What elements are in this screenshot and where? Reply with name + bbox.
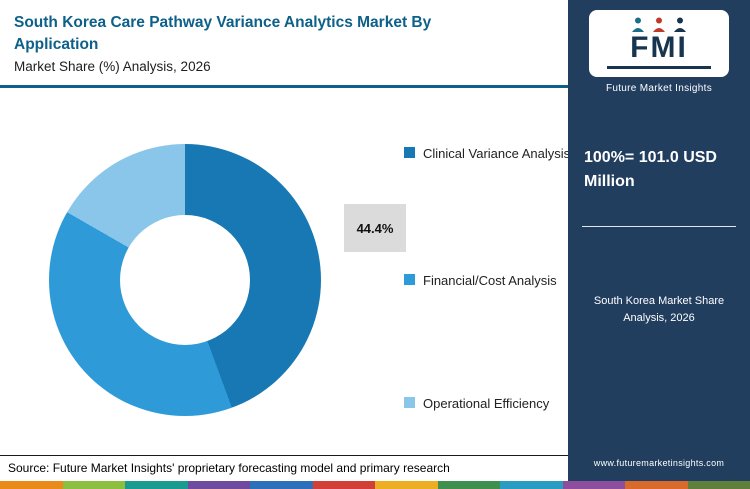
website-url: www.futuremarketinsights.com bbox=[593, 458, 725, 468]
strip-segment bbox=[125, 481, 188, 489]
strip-segment bbox=[0, 481, 63, 489]
logo-underline bbox=[607, 66, 711, 69]
legend-label: Clinical Variance Analysis bbox=[423, 146, 571, 162]
legend-swatch bbox=[404, 397, 415, 409]
page-subtitle: Market Share (%) Analysis, 2026 bbox=[14, 59, 211, 75]
legend-label: Operational Efficiency bbox=[423, 396, 550, 412]
strip-segment bbox=[312, 481, 375, 489]
legend-item: Financial/Cost Analysis bbox=[404, 272, 571, 291]
strip-segment bbox=[562, 481, 625, 489]
chart-area: 44.4% Clinical Variance Analysis Financi… bbox=[0, 88, 571, 455]
legend-item: Clinical Variance Analysis bbox=[404, 145, 571, 164]
strip-segment bbox=[687, 481, 750, 489]
donut-chart bbox=[49, 144, 321, 417]
strip-segment bbox=[250, 481, 313, 489]
market-total: 100%= 101.0 USD Million bbox=[584, 149, 717, 190]
chart-pane: South Korea Care Pathway Variance Analyt… bbox=[0, 0, 571, 481]
strip-segment bbox=[437, 481, 500, 489]
donut-hole bbox=[120, 215, 250, 346]
strip-segment bbox=[187, 481, 250, 489]
strip-segment bbox=[375, 481, 438, 489]
strip-segment bbox=[500, 481, 563, 489]
legend-item: Operational Efficiency bbox=[404, 395, 571, 414]
share-callout: 44.4% bbox=[344, 204, 406, 253]
source-note: Source: Future Market Insights' propriet… bbox=[0, 455, 568, 481]
strip-segment bbox=[62, 481, 125, 489]
logo-name: Future Market Insights bbox=[605, 83, 713, 94]
sidebar-divider bbox=[582, 226, 736, 227]
page-title: South Korea Care Pathway Variance Analyt… bbox=[14, 14, 432, 53]
logo-abbr: FMI bbox=[630, 31, 688, 64]
header: South Korea Care Pathway Variance Analyt… bbox=[0, 0, 568, 89]
sidebar: FMI Future Market Insights 100%= 101.0 U… bbox=[568, 0, 750, 481]
people-icon bbox=[597, 17, 721, 32]
strip-segment bbox=[625, 481, 688, 489]
legend-label: Financial/Cost Analysis bbox=[423, 273, 557, 289]
legend-swatch bbox=[404, 147, 415, 159]
color-strip bbox=[0, 481, 750, 489]
legend-swatch bbox=[404, 274, 415, 286]
sidebar-note: South Korea Market Share Analysis, 2026 bbox=[593, 295, 725, 325]
fmi-logo: FMI bbox=[589, 10, 729, 77]
